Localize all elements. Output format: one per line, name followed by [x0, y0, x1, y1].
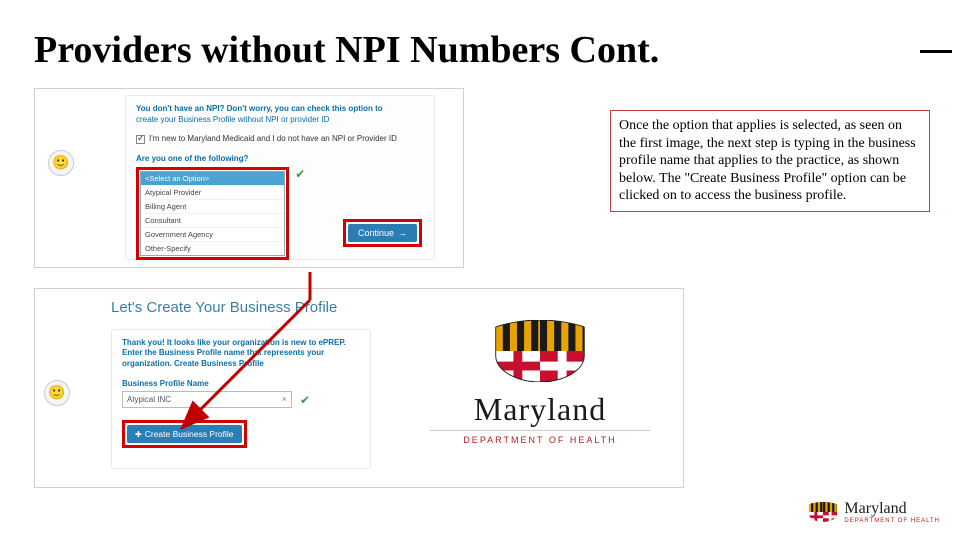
maryland-flag-icon	[808, 502, 838, 522]
checkmark-icon: ✔	[300, 393, 310, 407]
logo-dept-small: DEPARTMENT OF HEALTH	[844, 518, 940, 524]
page-title: Providers without NPI Numbers Cont.	[34, 28, 659, 72]
option-dropdown[interactable]: <Select an Option> Atypical Provider Bil…	[140, 171, 285, 256]
bp-name-input[interactable]: Atypical INC ×	[122, 391, 292, 408]
title-dash	[920, 50, 952, 53]
maryland-flag-icon	[495, 320, 585, 382]
continue-highlight: Continue	[343, 219, 422, 247]
dropdown-option[interactable]: Atypical Provider	[141, 185, 284, 199]
logo-dept: DEPARTMENT OF HEALTH	[430, 430, 650, 445]
thanks-text: Thank you! It looks like your organizati…	[122, 338, 360, 369]
avatar-icon: 🙂	[44, 380, 70, 406]
maryland-logo-small: Maryland DEPARTMENT OF HEALTH	[808, 500, 940, 524]
dropdown-highlight: <Select an Option> Atypical Provider Bil…	[136, 167, 289, 260]
dropdown-selected[interactable]: <Select an Option>	[141, 172, 284, 185]
continue-button[interactable]: Continue	[348, 224, 417, 242]
create-profile-heading: Let's Create Your Business Profile	[111, 299, 337, 316]
panel-select-option: You don't have an NPI? Don't worry, you …	[34, 88, 464, 268]
create-label: Create Business Profile	[145, 429, 234, 439]
avatar-icon: 🙂	[48, 150, 74, 176]
npi-card: You don't have an NPI? Don't worry, you …	[125, 95, 435, 260]
npi-text-2: create your Business Profile without NPI…	[136, 115, 424, 124]
bp-name-label: Business Profile Name	[122, 379, 360, 388]
checkbox-label: I'm new to Maryland Medicaid and I do no…	[149, 134, 397, 143]
checkbox-icon[interactable]	[136, 135, 145, 144]
dropdown-option[interactable]: Other-Specify	[141, 241, 284, 255]
explanation-box: Once the option that applies is selected…	[610, 110, 930, 212]
clear-icon[interactable]: ×	[282, 394, 287, 404]
continue-label: Continue	[358, 228, 394, 238]
maryland-logo-large: Maryland DEPARTMENT OF HEALTH	[430, 320, 650, 445]
plus-icon	[135, 429, 142, 439]
logo-name: Maryland	[430, 391, 650, 428]
dropdown-option[interactable]: Consultant	[141, 213, 284, 227]
arrow-right-icon	[398, 228, 407, 238]
bp-name-value: Atypical INC	[127, 395, 171, 404]
create-highlight: Create Business Profile	[122, 420, 247, 448]
dropdown-option[interactable]: Government Agency	[141, 227, 284, 241]
npi-text-1: You don't have an NPI? Don't worry, you …	[136, 104, 424, 113]
dropdown-option[interactable]: Billing Agent	[141, 199, 284, 213]
create-profile-button[interactable]: Create Business Profile	[127, 425, 242, 443]
checkmark-icon: ✔	[295, 167, 305, 181]
question-label: Are you one of the following?	[136, 154, 424, 163]
checkbox-row[interactable]: I'm new to Maryland Medicaid and I do no…	[136, 134, 424, 144]
create-profile-card: Thank you! It looks like your organizati…	[111, 329, 371, 469]
logo-name-small: Maryland	[844, 500, 940, 518]
